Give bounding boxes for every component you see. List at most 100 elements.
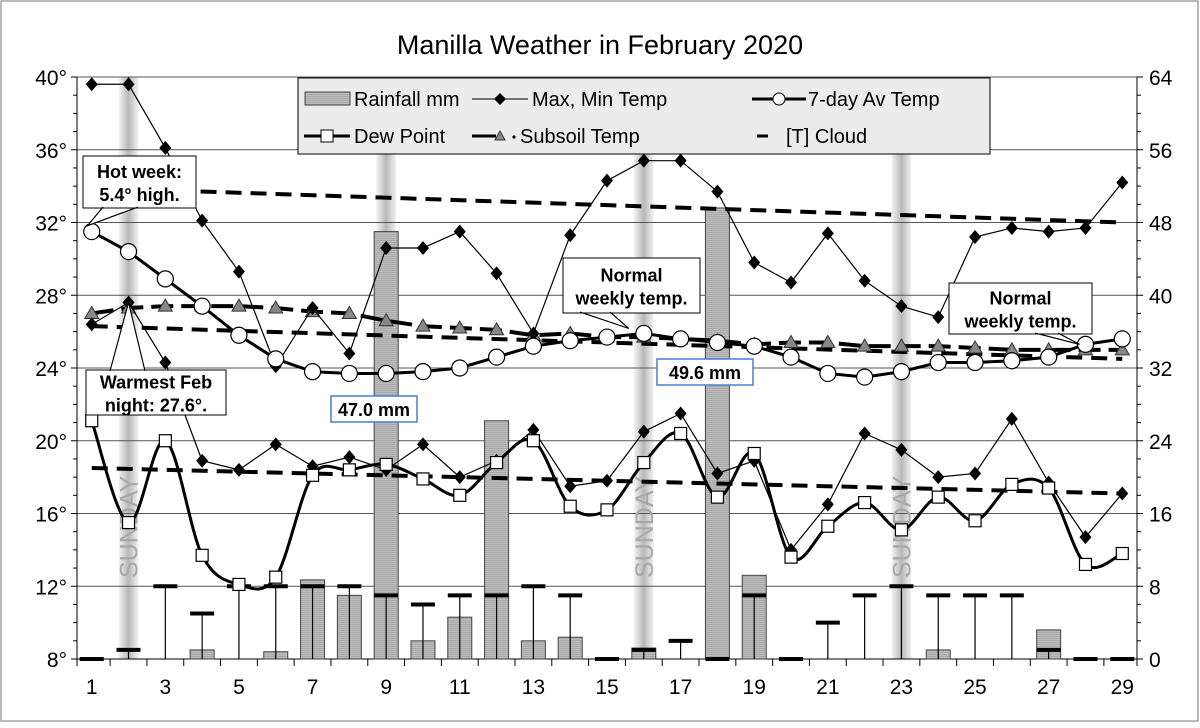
x-tick-label: 1 <box>86 676 98 699</box>
min-temp-point <box>932 470 945 485</box>
annotation-normal-2-box <box>948 282 1093 335</box>
legend-label-rainfall: Rainfall mm <box>354 89 460 111</box>
x-tick-label: 27 <box>1037 676 1060 699</box>
dew-point-point <box>195 548 209 562</box>
max-temp-point <box>711 184 724 199</box>
legend-subsoil-dot <box>512 135 516 139</box>
subsoil-temp-point <box>488 321 505 336</box>
dew-point-point <box>121 515 136 530</box>
dew-point-point <box>821 519 835 533</box>
subsoil-temp-point <box>378 312 395 327</box>
min-temp-point <box>269 437 282 452</box>
min-temp-point <box>601 473 613 488</box>
subsoil-temp-point <box>819 334 836 349</box>
dew-point-point <box>710 490 725 504</box>
y-tick-label-right: 48 <box>1149 213 1172 236</box>
legend-label-dew: Dew Point <box>354 126 446 148</box>
dew-point-point <box>747 446 761 461</box>
max-temp-point <box>601 173 613 188</box>
avg-temp-point <box>1076 335 1095 353</box>
min-temp-point <box>85 317 98 332</box>
max-temp-point <box>932 310 945 325</box>
dew-point-point <box>232 577 246 592</box>
avg-temp-point <box>487 348 506 366</box>
avg-temp-point <box>340 364 358 383</box>
rain-label-47: 47.0 mm <box>330 395 418 423</box>
max-temp-point <box>674 153 687 168</box>
dew-point-point <box>379 457 393 471</box>
max-temp-point <box>1005 220 1018 235</box>
min-temp-point <box>858 426 871 441</box>
y-tick-label-left: 20° <box>35 431 67 454</box>
y-tick-label-left: 36° <box>35 140 67 163</box>
avg-temp-point <box>598 328 616 346</box>
min-temp-point <box>232 462 245 477</box>
x-tick-label: 3 <box>159 676 171 699</box>
annotation-normal-1: Normal weekly temp. <box>562 257 701 329</box>
annotation-hot-week-text: Hot week: <box>97 162 182 182</box>
max-temp-point <box>453 224 466 239</box>
dew-point-point <box>637 455 651 470</box>
y-tick-label-right: 32 <box>1149 358 1172 381</box>
max-temp-point <box>527 326 540 341</box>
dew-point-point <box>931 490 945 504</box>
subsoil-temp-point <box>1114 341 1131 356</box>
x-tick-label: 23 <box>890 676 913 699</box>
legend-rain-swatch <box>304 91 351 106</box>
avg-temp-point <box>1040 348 1058 366</box>
avg-temp-point <box>414 363 432 381</box>
dew-point-point <box>489 455 504 470</box>
avg-temp-point <box>708 333 727 352</box>
subsoil-temp-point <box>451 319 468 334</box>
min-temp-point <box>1079 530 1092 545</box>
avg-temp-point <box>782 348 800 366</box>
dew-point-point <box>85 414 99 428</box>
avg-temp-point <box>193 297 211 315</box>
annotation-normal-1-pointer-edge <box>579 311 630 329</box>
x-tick-label: 7 <box>307 676 319 699</box>
max-temp-point <box>895 299 908 314</box>
min-temp-point <box>1116 486 1129 501</box>
max-temp-point <box>785 275 798 290</box>
x-tick-label: 29 <box>1111 676 1134 699</box>
y-tick-label-right: 0 <box>1149 649 1161 672</box>
y-tick-label-right: 8 <box>1149 576 1161 599</box>
y-tick-label-right: 56 <box>1149 140 1172 163</box>
y-tick-label-right: 24 <box>1149 431 1173 454</box>
annotation-normal-1-text: weekly temp. <box>574 289 687 309</box>
max-temp-point <box>969 230 982 245</box>
min-temp-point <box>821 497 834 512</box>
dew-point-point <box>858 495 872 510</box>
min-temp-point <box>343 450 356 465</box>
avg-temp-point <box>83 222 101 241</box>
min-temp-point <box>969 466 982 481</box>
y-tick-label-left: 32° <box>35 213 67 236</box>
dew-point-point <box>968 514 982 528</box>
avg-temp-point <box>451 359 469 377</box>
dew-point-point <box>674 426 688 441</box>
x-tick-label: 9 <box>380 676 392 699</box>
chart-title: Manilla Weather in February 2020 <box>397 30 803 60</box>
x-tick-label: 17 <box>669 676 692 699</box>
max-temp-point <box>343 346 356 361</box>
subsoil-temp-point <box>157 298 174 312</box>
dew-point-point <box>600 503 614 517</box>
min-temp-point <box>453 470 466 485</box>
avg-temp-point <box>856 368 874 386</box>
max-temp-point <box>85 77 98 92</box>
max-temp-point <box>380 240 393 255</box>
y-tick-label-left: 8° <box>47 649 67 672</box>
dew-point-point <box>1042 481 1056 495</box>
avg-temp-point <box>377 364 395 383</box>
dew-point-point <box>453 488 467 502</box>
annotation-normal-1-text: Normal <box>600 266 662 286</box>
rain-label-47-text: 47.0 mm <box>338 400 410 420</box>
annotation-hot-week-box <box>82 155 197 209</box>
max-temp-point <box>122 77 135 92</box>
avg-temp-point <box>929 353 947 372</box>
avg-temp-point <box>1113 330 1131 348</box>
avg-temp-point <box>966 353 984 372</box>
x-tick-label: 25 <box>963 676 986 699</box>
x-tick-label: 5 <box>233 676 245 699</box>
